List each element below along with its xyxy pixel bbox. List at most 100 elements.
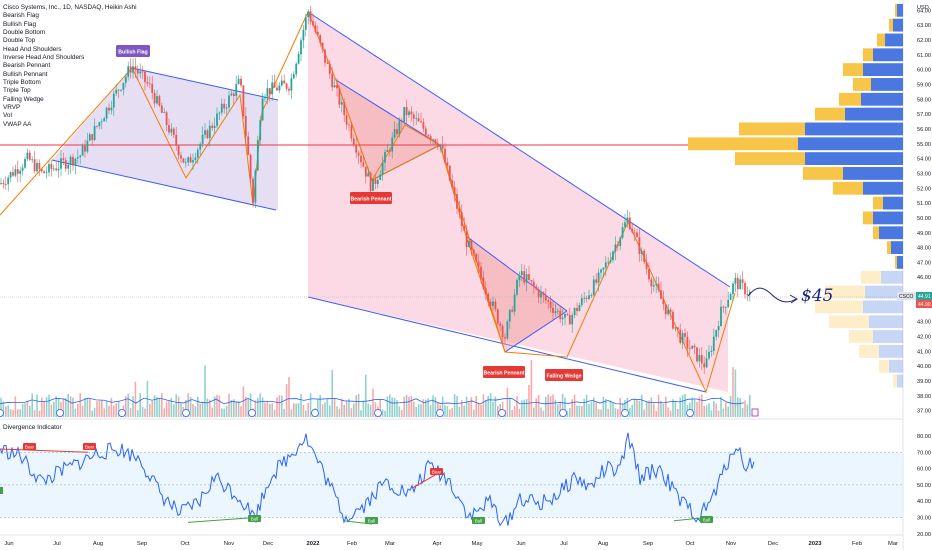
volume-bar: [631, 404, 633, 417]
candle-body: [590, 295, 593, 296]
candle-body: [643, 250, 646, 263]
volume-bar: [713, 400, 715, 417]
legend-item[interactable]: Inverse Head And Shoulders: [3, 54, 85, 62]
legend-item[interactable]: Double Bottom: [3, 29, 46, 37]
candle-body: [559, 310, 562, 320]
candle-body: [576, 308, 578, 312]
volume-bar: [355, 395, 357, 417]
vrvp-bar-down: [849, 330, 873, 343]
volume-bar: [295, 403, 297, 417]
volume-bar: [213, 396, 216, 417]
volume-bar: [657, 394, 660, 417]
volume-bar: [305, 410, 307, 417]
volume-bar: [432, 395, 434, 417]
candle-body: [129, 66, 132, 73]
candle-body: [93, 125, 96, 140]
legend-item[interactable]: Triple Bottom: [3, 79, 41, 87]
legend-item[interactable]: Bearish Flag: [3, 12, 39, 20]
candle-body: [278, 85, 281, 91]
legend-item[interactable]: Bullish Pennant: [3, 70, 48, 78]
candle-body: [230, 93, 233, 96]
candle-body: [127, 66, 130, 77]
legend-item[interactable]: VWAP AA: [3, 120, 32, 128]
volume-bar: [218, 395, 221, 417]
legend-item[interactable]: Double Top: [3, 37, 36, 45]
volume-bar: [273, 409, 276, 417]
candle-body: [492, 301, 494, 307]
volume-bar: [655, 410, 657, 417]
legend-item[interactable]: Triple Top: [3, 87, 31, 95]
legend-item[interactable]: Vol: [3, 112, 12, 120]
candle-body: [475, 253, 478, 262]
candle-body: [698, 355, 701, 362]
candle-body: [151, 83, 154, 93]
candle-body: [484, 288, 487, 294]
volume-bar: [693, 399, 696, 417]
candle-body: [69, 156, 72, 165]
candle-body: [201, 134, 204, 144]
pennant-upper: [335, 79, 441, 146]
volume-bar: [21, 403, 24, 417]
candle-body: [261, 98, 264, 121]
candle-body: [566, 313, 569, 315]
volume-bar: [427, 398, 429, 417]
flag-lower-line: [51, 159, 277, 211]
volume-bar: [269, 403, 271, 417]
candle-body: [693, 345, 696, 348]
candle-body: [211, 125, 214, 128]
volume-bar: [422, 399, 425, 417]
volume-bar: [211, 407, 213, 417]
volume-bar: [230, 400, 233, 417]
volume-bar: [285, 384, 288, 417]
volume-bar: [345, 401, 348, 417]
vrvp-bar-up: [873, 211, 903, 225]
legend-item[interactable]: Falling Wedge: [3, 95, 44, 103]
candle-body: [703, 363, 706, 368]
volume-bar: [288, 377, 290, 417]
legend-item[interactable]: Bearish Pennant: [3, 62, 51, 70]
price-tick: 63.00: [917, 23, 931, 29]
candle-body: [297, 54, 300, 64]
candle-body: [24, 159, 26, 168]
legend-item[interactable]: VRVP: [3, 104, 21, 112]
candle-body: [67, 164, 70, 169]
candle-body: [340, 101, 343, 105]
price-tick: 64.00: [917, 8, 931, 14]
volume-bar: [542, 410, 545, 417]
volume-bar: [470, 397, 473, 417]
volume-bar: [734, 369, 737, 417]
volume-bar: [581, 405, 583, 417]
volume-bar: [96, 401, 98, 417]
volume-bar: [33, 410, 36, 417]
candle-body: [477, 261, 480, 267]
candle-body: [420, 121, 422, 123]
candle-body: [540, 292, 542, 298]
volume-bar: [367, 403, 369, 417]
candle-body: [655, 283, 658, 286]
candle-body: [168, 125, 170, 133]
legend-item[interactable]: Bullish Flag: [3, 20, 37, 28]
candle-body: [717, 326, 720, 331]
candle-body: [302, 29, 305, 41]
volume-bar: [715, 403, 717, 417]
event-marker: [56, 409, 64, 417]
volume-bar: [31, 393, 33, 417]
volume-bar: [115, 403, 117, 417]
volume-bar: [165, 401, 168, 417]
vrvp-bar-up: [863, 300, 903, 314]
legend-item[interactable]: Head And Shoulders: [3, 45, 62, 53]
vrvp-bar-up: [863, 181, 903, 195]
volume-bar: [17, 409, 19, 417]
candle-body: [460, 212, 463, 226]
candle-body: [408, 111, 410, 116]
candle-body: [96, 125, 98, 127]
candle-body: [746, 294, 749, 296]
volume-bar: [194, 406, 197, 417]
time-tick: Mar: [385, 541, 395, 547]
volume-bar: [180, 403, 182, 417]
candle-body: [679, 329, 682, 343]
volume-bar: [338, 408, 341, 417]
price-tick: 60.00: [917, 68, 931, 74]
volume-bar: [600, 409, 602, 417]
